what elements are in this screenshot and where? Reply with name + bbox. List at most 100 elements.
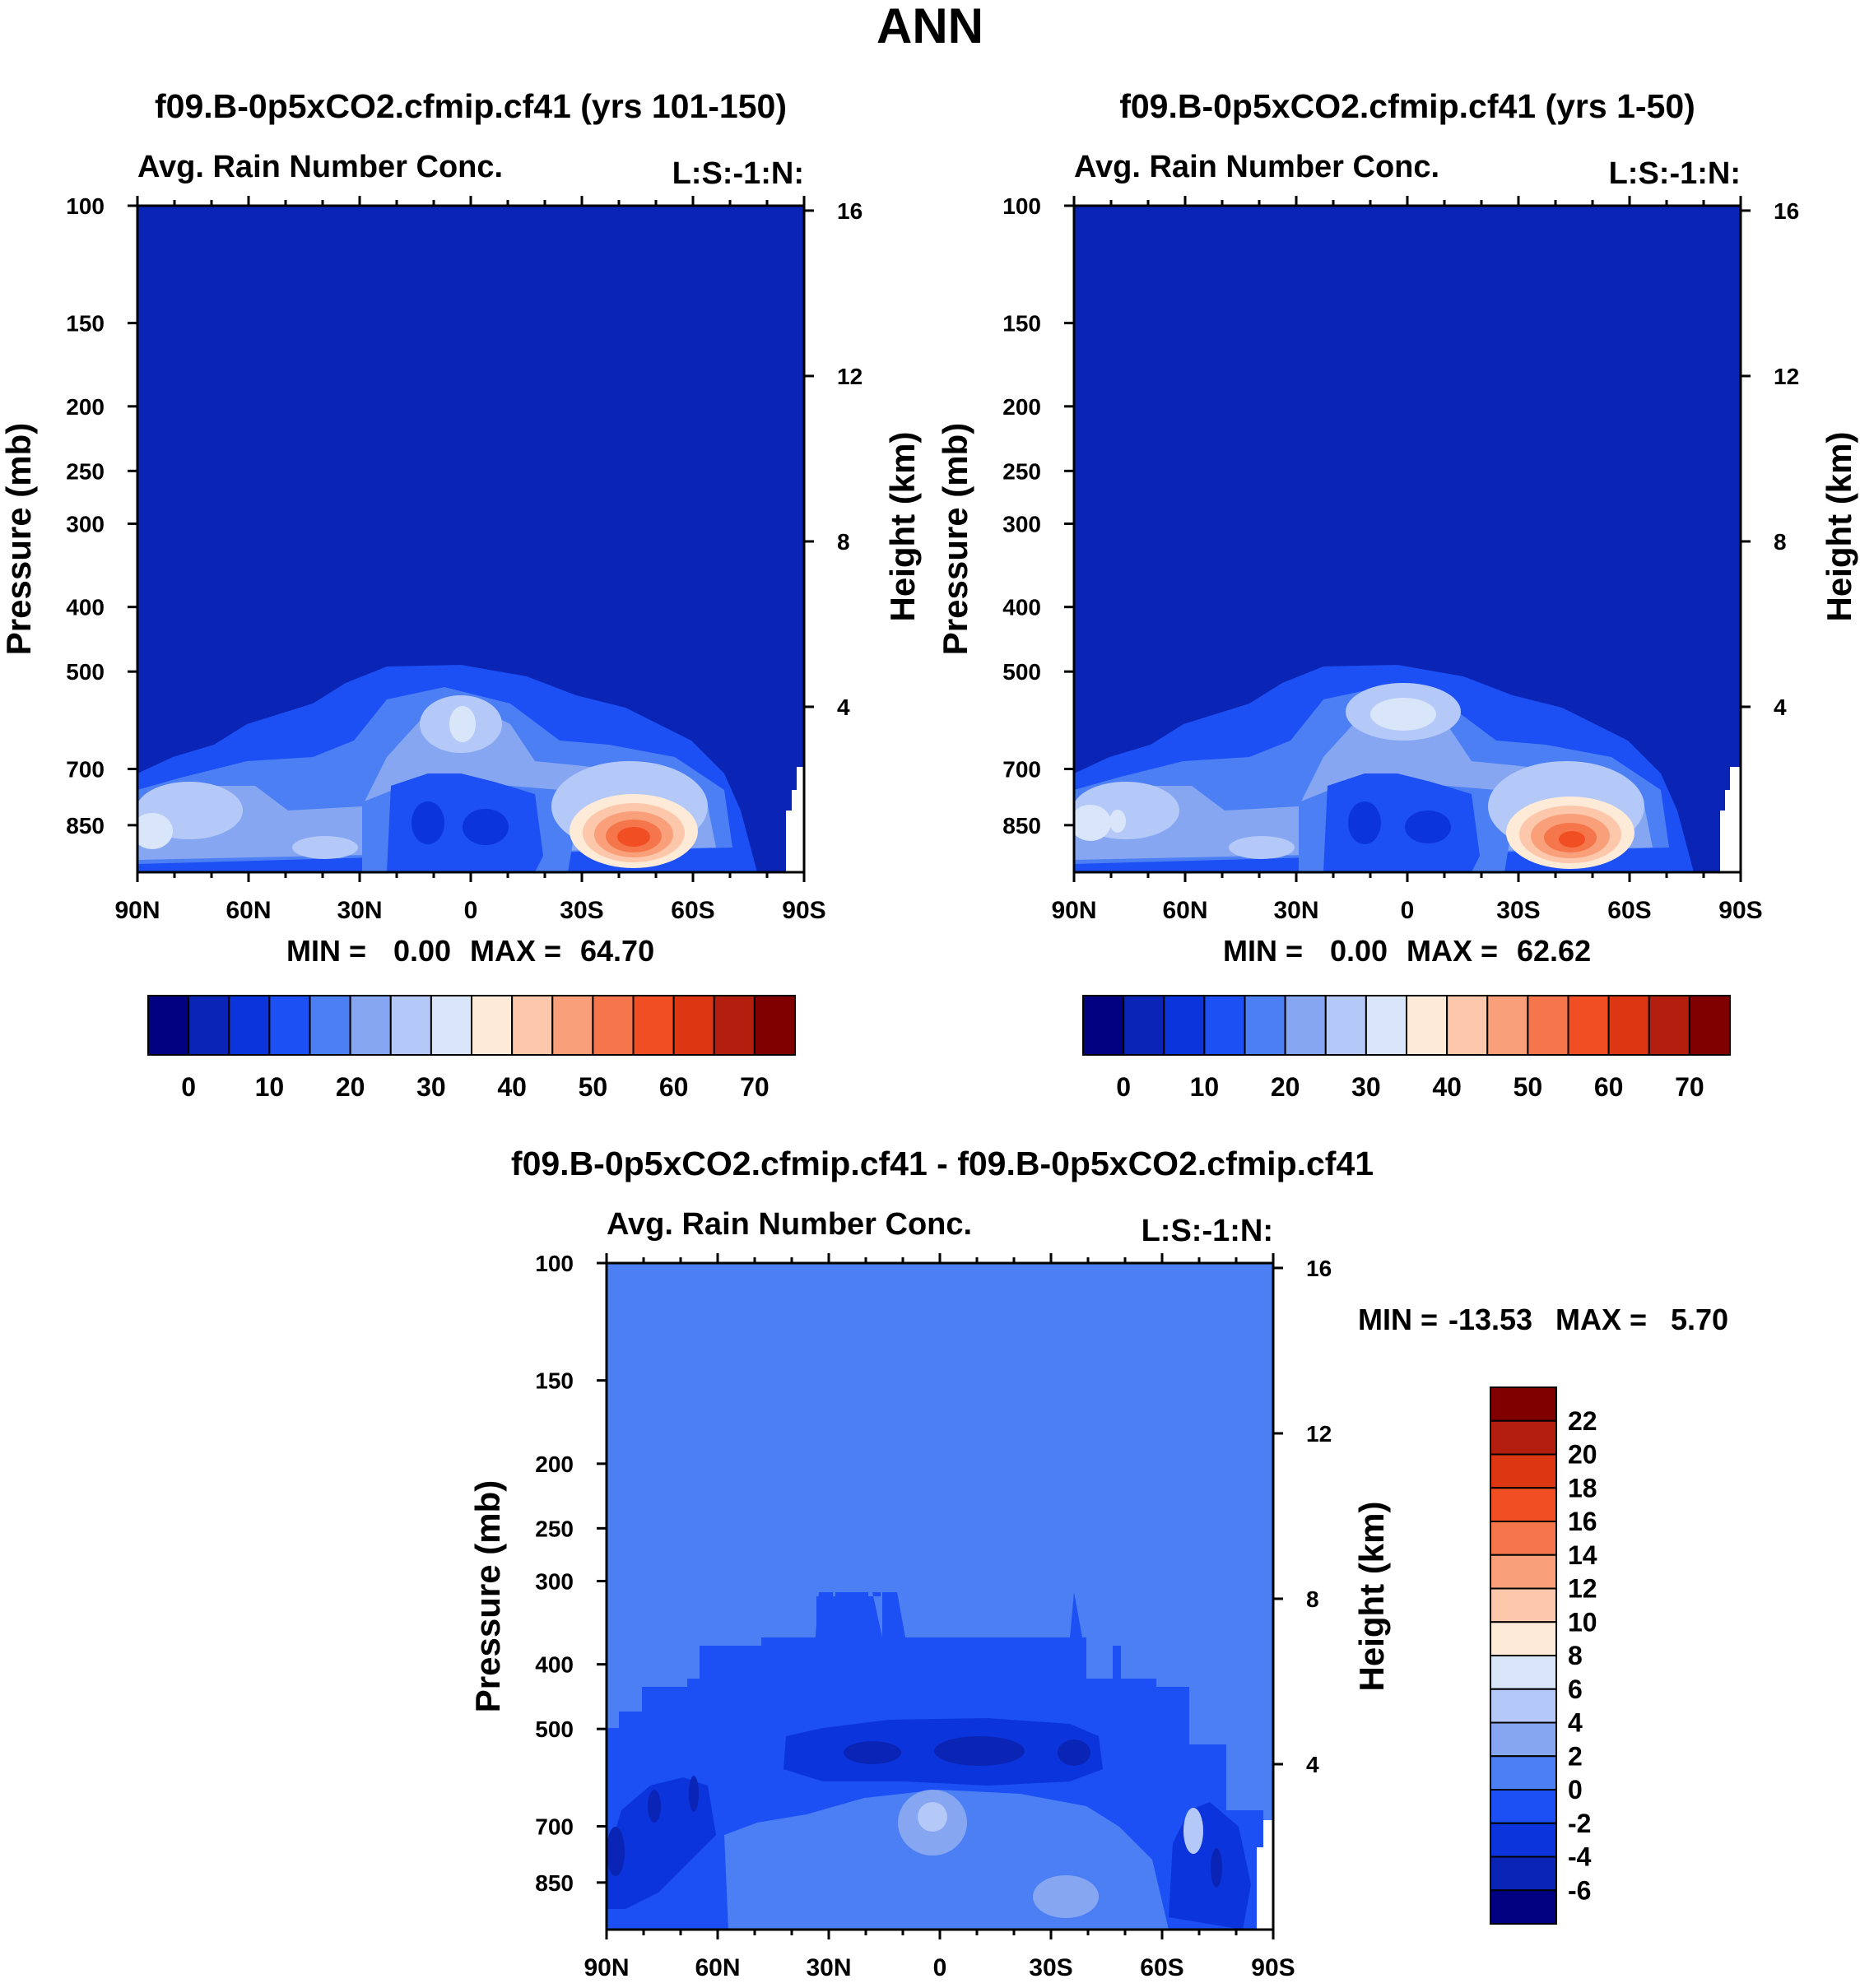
colorbar-box — [1244, 995, 1286, 1056]
colorbar-box — [1490, 1587, 1557, 1623]
y-tick-label: 700 — [535, 1814, 574, 1840]
y-tick-label: 850 — [535, 1870, 574, 1896]
panel-2: f09.B-0p5xCO2.cfmip.cf41 (yrs 1-50) Avg.… — [936, 87, 1858, 1102]
panel-2-max-label: MAX = — [1407, 934, 1498, 968]
colorbar-box — [1486, 995, 1529, 1056]
panel-3-right-light — [1183, 1808, 1203, 1854]
panel-1-core-dark-2 — [463, 809, 509, 845]
panel-2-ylabel-right: Height (km) — [1820, 432, 1858, 622]
panel-3-left-core-2 — [648, 1790, 661, 1823]
colorbar-box — [713, 995, 756, 1056]
panel-3-band-core-3 — [1058, 1740, 1090, 1766]
y-tick-label: 200 — [66, 394, 105, 420]
x-tick-label: 90S — [782, 897, 825, 924]
panel-3-field — [607, 1263, 1273, 1930]
x-tick-label: 60N — [226, 897, 271, 924]
y-tick-label: 250 — [535, 1516, 574, 1541]
colorbar-box — [672, 995, 715, 1056]
panel-2-core-dark-2 — [1405, 811, 1451, 843]
panel-3-spike — [815, 1592, 835, 1646]
colorbar-label: 18 — [1568, 1473, 1597, 1503]
colorbar-label: 20 — [1271, 1072, 1300, 1102]
panel-3-terrain — [1257, 1820, 1273, 1930]
y-tick-label: 300 — [66, 511, 105, 536]
panel-2-core-dark — [1348, 801, 1381, 844]
panel-2-min-value: 0.00 — [1330, 934, 1388, 968]
colorbar-box — [1490, 1755, 1557, 1791]
colorbar-box — [1203, 995, 1246, 1056]
colorbar-box — [1490, 1554, 1557, 1590]
panel-2-left-string: Avg. Rain Number Conc. — [1074, 150, 1439, 184]
panel-1-max-value: 64.70 — [580, 934, 654, 968]
y-tick-label: 150 — [66, 311, 105, 337]
y-tick-label: 200 — [1002, 394, 1041, 420]
panel-3-left-dark — [607, 1777, 716, 1909]
colorbar-box — [1123, 995, 1165, 1056]
colorbar-box — [1688, 995, 1731, 1056]
y-tick-label: 300 — [535, 1568, 574, 1594]
colorbar-label: -2 — [1568, 1809, 1591, 1838]
colorbar-label: 14 — [1568, 1540, 1597, 1570]
panel-1-axis-ticks — [128, 196, 814, 882]
panel-1-max-label: MAX = — [470, 934, 561, 968]
panel-1-colorbar: 0 10 20 30 40 50 60 70 — [147, 995, 796, 1102]
panel-1-right-string: L:S:-1:N: — [672, 156, 804, 191]
panel-1-left-string: Avg. Rain Number Conc. — [137, 150, 503, 184]
colorbar-label: 12 — [1568, 1574, 1597, 1604]
colorbar-box — [1490, 1453, 1557, 1489]
x-tick-label: 90S — [1718, 897, 1762, 924]
colorbar-box — [228, 995, 271, 1056]
colorbar-box — [1607, 995, 1650, 1056]
y-right-tick-label: 8 — [1306, 1586, 1319, 1612]
panel-1-min-label: MIN = — [286, 934, 366, 968]
colorbar-box — [1490, 1789, 1557, 1824]
colorbar-box — [1527, 995, 1569, 1056]
colorbar-label: 10 — [1568, 1607, 1597, 1637]
panel-3-left-core — [607, 1827, 625, 1876]
colorbar-label: 20 — [336, 1072, 365, 1102]
panel-3-axis-ticks — [597, 1253, 1283, 1939]
colorbar-box — [1490, 1688, 1557, 1724]
colorbar-box — [389, 995, 432, 1056]
colorbar-box — [147, 995, 190, 1056]
panel-1-min-value: 0.00 — [393, 934, 451, 968]
panel-2-upper-lighter — [1370, 698, 1436, 731]
colorbar-label: 60 — [659, 1072, 689, 1102]
x-tick-label: 30S — [560, 897, 603, 924]
panel-1-ylabel-right: Height (km) — [883, 432, 922, 622]
y-tick-label: 500 — [535, 1716, 574, 1742]
panel-3: f09.B-0p5xCO2.cfmip.cf41 - f09.B-0p5xCO2… — [468, 1145, 1728, 1981]
colorbar-box — [471, 995, 514, 1056]
panel-2-ylabel: Pressure (mb) — [936, 423, 974, 655]
x-tick-label: 60S — [1607, 897, 1651, 924]
colorbar-label: 60 — [1594, 1072, 1624, 1102]
panel-2-left-lighter-2 — [1109, 810, 1126, 833]
y-right-tick-label: 8 — [1774, 529, 1787, 555]
colorbar-label: 0 — [181, 1072, 196, 1102]
panel-2-small-light — [1229, 836, 1295, 859]
panel-3-band-core-2 — [844, 1741, 901, 1764]
panel-3-lighter-pos — [918, 1802, 947, 1832]
y-right-tick-label: 16 — [837, 198, 863, 224]
x-tick-label: 0 — [933, 1954, 947, 1981]
panel-2-region-dark — [1323, 773, 1480, 872]
y-tick-label: 500 — [66, 659, 105, 685]
colorbar-label: 6 — [1568, 1674, 1583, 1704]
colorbar-label: 40 — [497, 1072, 527, 1102]
panel-3-left-string: Avg. Rain Number Conc. — [607, 1207, 972, 1242]
y-right-tick-label: 16 — [1774, 198, 1799, 224]
panel-1: f09.B-0p5xCO2.cfmip.cf41 (yrs 101-150) A… — [0, 87, 922, 1102]
panel-3-ylabel: Pressure (mb) — [468, 1480, 507, 1712]
colorbar-label: 2 — [1568, 1741, 1583, 1771]
colorbar-label: 70 — [1675, 1072, 1704, 1102]
colorbar-box — [1490, 1487, 1557, 1522]
y-tick-label: 700 — [66, 757, 105, 783]
y-tick-label: 250 — [66, 458, 105, 484]
x-tick-label: 30S — [1029, 1954, 1072, 1981]
colorbar-label: 4 — [1568, 1708, 1583, 1738]
colorbar-box — [1490, 1621, 1557, 1656]
panel-2-colorbar: 0 10 20 30 40 50 60 70 — [1082, 995, 1731, 1102]
colorbar-box — [430, 995, 472, 1056]
y-right-tick-label: 12 — [837, 364, 863, 389]
